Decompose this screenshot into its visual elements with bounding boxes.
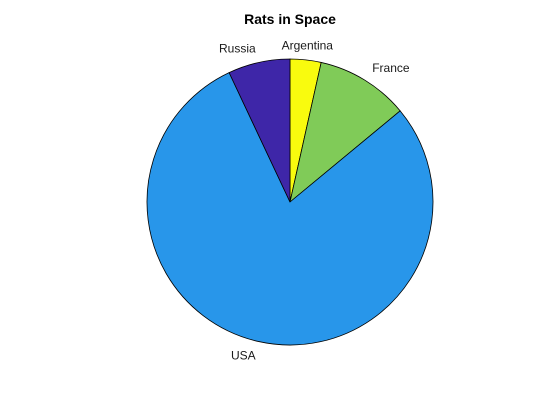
pie-slice-usa <box>146 72 434 346</box>
chart-title: Rats in Space <box>244 11 336 27</box>
pie-label-usa: USA <box>231 349 256 363</box>
pie-slice-russia <box>228 58 291 203</box>
pie-slices <box>146 58 434 346</box>
pie-label-argentina: Argentina <box>282 39 334 53</box>
pie-slice-france <box>289 61 401 204</box>
pie-label-russia: Russia <box>219 42 256 56</box>
pie-label-france: France <box>372 61 410 75</box>
pie-labels: Argentina France USA Russia <box>219 39 410 363</box>
